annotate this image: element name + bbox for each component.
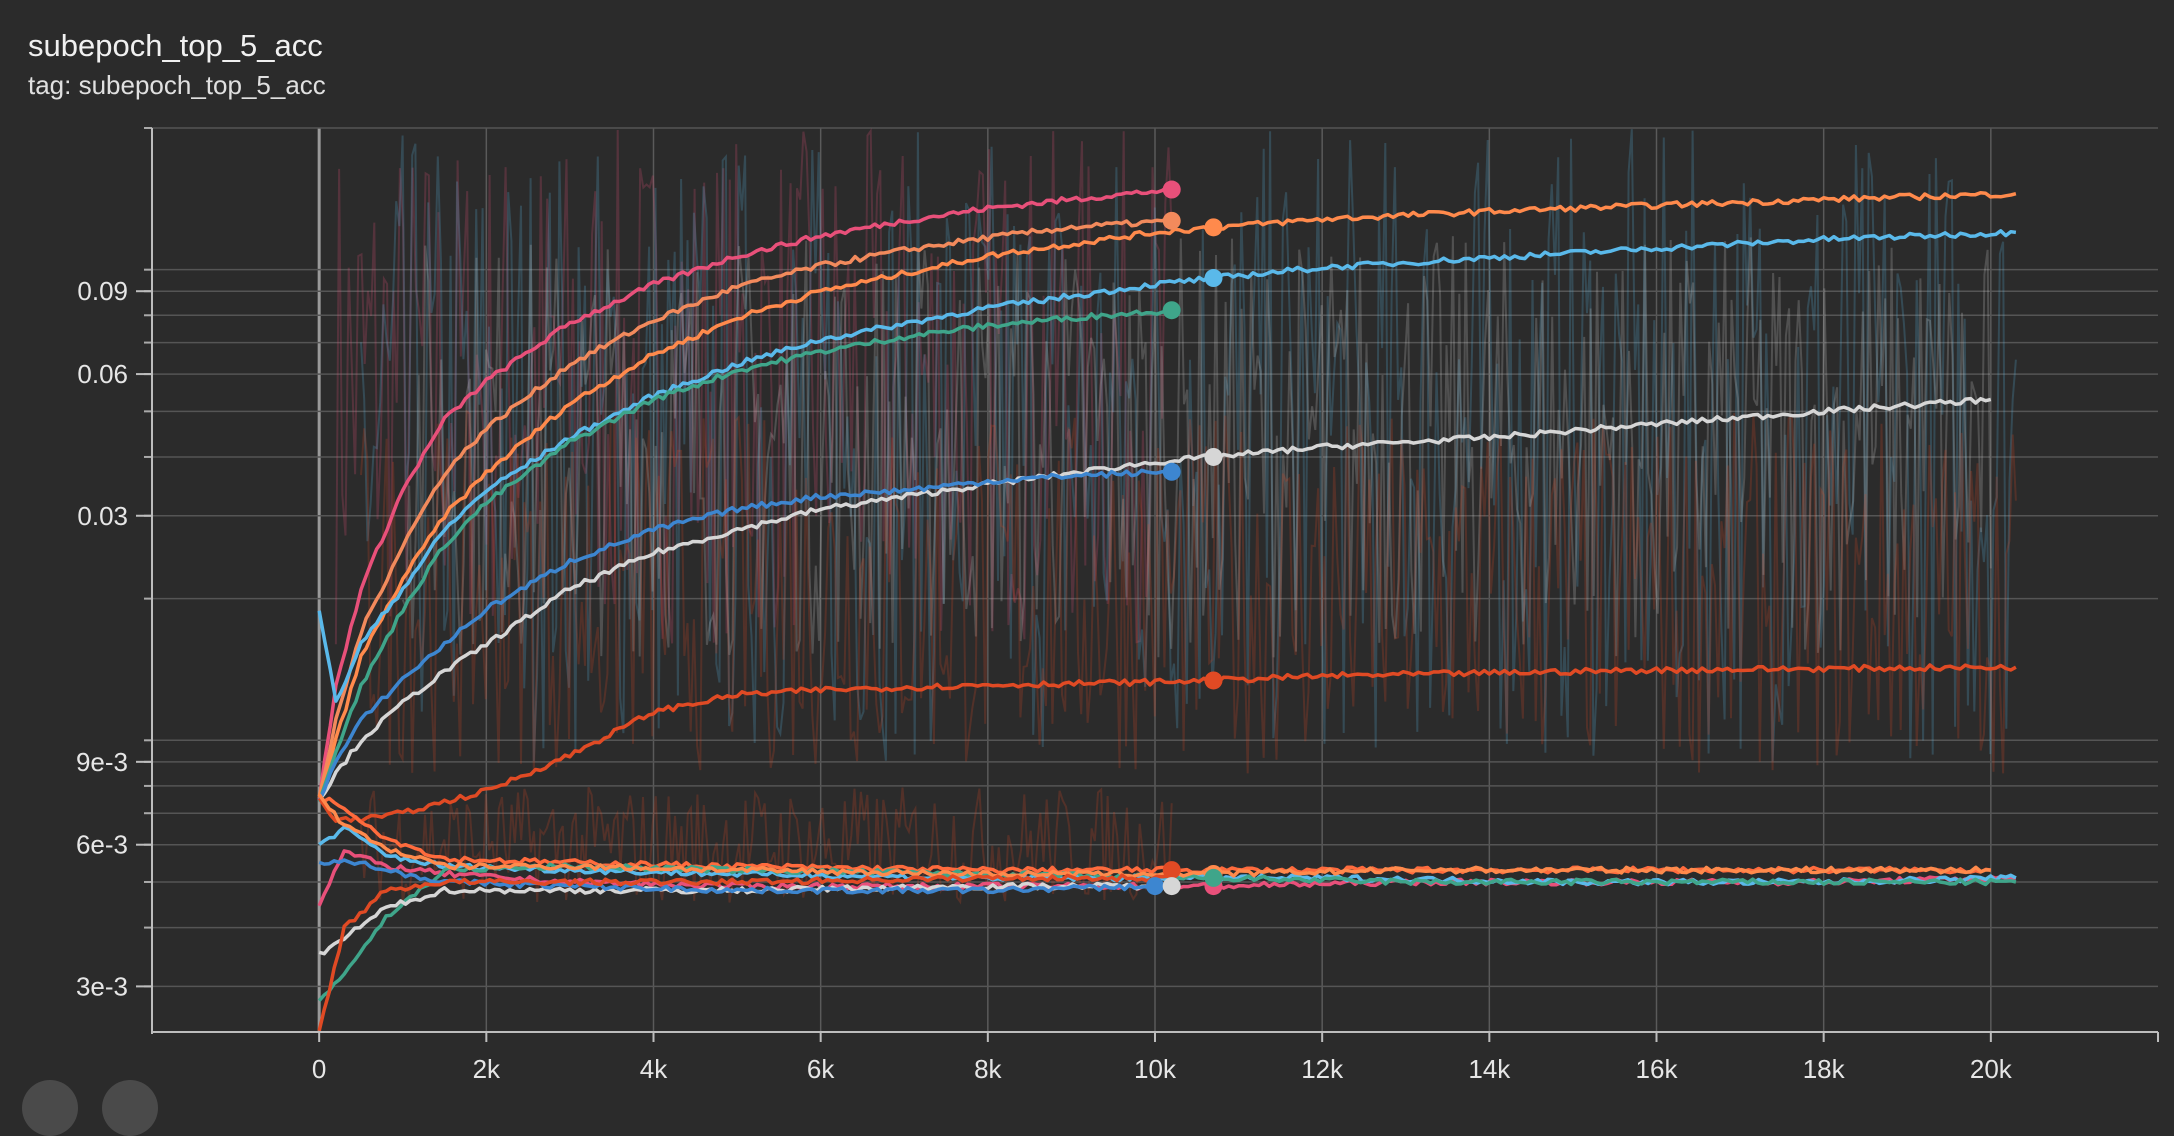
- y-tick-label: 6e-3: [76, 830, 128, 860]
- series-end-marker: [1204, 671, 1223, 690]
- x-tick-label: 8k: [974, 1054, 1002, 1084]
- x-tick-label: 2k: [473, 1054, 501, 1084]
- x-tick-label: 6k: [807, 1054, 835, 1084]
- raw-series-noise: [360, 409, 2017, 774]
- x-tick-label: 4k: [640, 1054, 668, 1084]
- series-end-marker: [1204, 218, 1223, 237]
- series-line[interactable]: [317, 191, 2017, 799]
- x-tick-label: 18k: [1803, 1054, 1846, 1084]
- y-tick-label: 9e-3: [76, 747, 128, 777]
- series-line[interactable]: [317, 468, 1172, 802]
- series-end-marker: [1204, 868, 1223, 887]
- series-line[interactable]: [318, 881, 1173, 956]
- y-tick-label: 0.09: [77, 276, 128, 306]
- data-download-button[interactable]: [102, 1080, 158, 1136]
- raw-series-noise: [334, 128, 1173, 645]
- x-tick-label: 20k: [1970, 1054, 2013, 1084]
- series-end-marker: [1162, 180, 1181, 199]
- series-end-marker: [1204, 447, 1223, 466]
- y-tick-label: 0.06: [77, 359, 128, 389]
- series-line[interactable]: [317, 308, 1172, 803]
- x-tick-label: 16k: [1636, 1054, 1679, 1084]
- series-end-marker: [1162, 211, 1181, 230]
- raw-noise-layer: [334, 128, 2017, 905]
- x-tick-label: 10k: [1134, 1054, 1177, 1084]
- series-end-marker: [1146, 877, 1164, 896]
- series-line[interactable]: [317, 396, 1992, 802]
- chart-controls: [0, 1080, 200, 1136]
- series-end-marker: [1162, 877, 1181, 896]
- x-tick-label: 12k: [1301, 1054, 1344, 1084]
- series-end-marker: [1162, 301, 1181, 320]
- series-line[interactable]: [317, 185, 1173, 801]
- series-layer: [317, 185, 2017, 1032]
- raw-series-noise: [401, 236, 1992, 658]
- expand-button[interactable]: [22, 1080, 78, 1136]
- chart-title: subepoch_top_5_acc: [28, 28, 323, 63]
- series-line[interactable]: [317, 217, 1173, 797]
- y-tick-label: 0.03: [77, 501, 128, 531]
- raw-series-noise: [360, 129, 2017, 762]
- series-end-marker: [1204, 269, 1223, 288]
- series-end-marker: [1162, 462, 1181, 481]
- line-chart[interactable]: 0 2k 4k 6k 8k 10k 12k 14k 16k 18k 20k 3e-3 6e-3 9e-3 0…: [0, 0, 2174, 1092]
- x-tick-label: 14k: [1468, 1054, 1511, 1084]
- series-line[interactable]: [317, 663, 2017, 824]
- y-tick-label: 3e-3: [76, 971, 128, 1001]
- chart-tag-line: tag: subepoch_top_5_acc: [28, 70, 326, 100]
- x-tick-label: 0: [312, 1054, 326, 1084]
- series-end-marker: [1162, 861, 1181, 880]
- series-line[interactable]: [317, 873, 1173, 1032]
